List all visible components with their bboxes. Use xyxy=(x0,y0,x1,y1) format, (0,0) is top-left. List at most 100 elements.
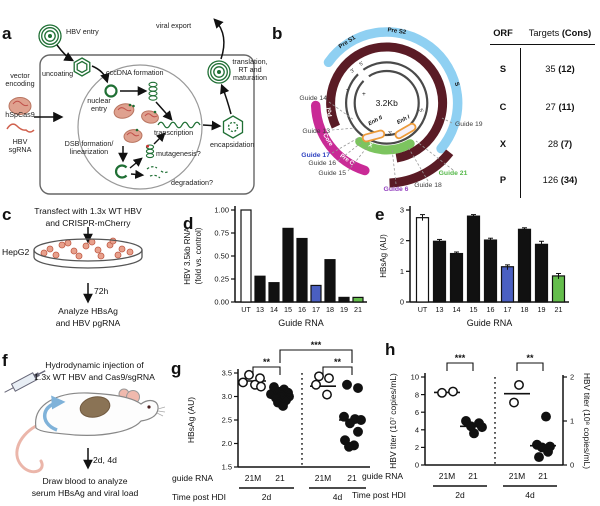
time-group-label: 2d xyxy=(455,490,465,500)
degraded-dna-icon xyxy=(146,166,170,179)
cas9-detail xyxy=(12,100,29,107)
group-guide-label: 21M xyxy=(509,471,526,481)
y-axis-title: (fold vs. control) xyxy=(194,227,203,284)
significance-stars: ** xyxy=(263,357,271,367)
five-prime-label: 5' xyxy=(417,108,424,115)
transcript-squiggle-icon xyxy=(157,121,201,129)
bar-21 xyxy=(352,296,364,303)
guide-leader-line xyxy=(337,141,363,162)
table-row-value: 28 (7) xyxy=(547,139,573,149)
significance-bracket xyxy=(252,366,281,375)
table-row-value: 27 (11) xyxy=(545,102,575,112)
timepoints-label: 2d, 4d xyxy=(93,455,117,465)
group-guide-label: 21M xyxy=(439,471,456,481)
hdi-label-2: 1.3x WT HBV and Cas9/sgRNA xyxy=(34,372,155,382)
y-tick-label: 0.00 xyxy=(214,298,229,307)
data-point-filled xyxy=(344,441,354,452)
y-tick-label: 6 xyxy=(415,408,419,417)
bar-16 xyxy=(483,239,498,303)
guide-label: Guide 21 xyxy=(439,170,468,177)
vector-label-1: vector xyxy=(10,71,30,80)
analyze-label-2: and HBV pgRNA xyxy=(55,318,121,328)
significance-stars: *** xyxy=(455,353,466,363)
significance-bracket xyxy=(446,362,474,371)
y-tick-label: 3.5 xyxy=(222,369,232,378)
data-point-open xyxy=(322,389,332,400)
right-y-tick-label: 0 xyxy=(570,461,574,470)
segment-s: S xyxy=(453,82,460,87)
data-point-open xyxy=(256,381,266,392)
panel-letter-h: h xyxy=(385,340,396,359)
y-axis-title: HBsAg (AU) xyxy=(186,397,196,443)
enhancer-1-icon-box xyxy=(394,122,417,140)
group-guide-label: 21 xyxy=(468,471,478,481)
data-point-filled xyxy=(534,452,544,463)
translation-label-1: translation, xyxy=(232,57,268,66)
x-category-label: 15 xyxy=(470,305,478,314)
dish-wall xyxy=(33,250,143,269)
guide-leader-line xyxy=(331,127,356,131)
panel-a-illustration xyxy=(6,18,255,195)
enhancer-2-icon-box xyxy=(361,129,386,143)
segment-pol: Pol xyxy=(327,107,334,117)
linearized-dna-icon xyxy=(115,164,128,179)
uncoating-label: uncoating xyxy=(42,69,74,78)
bar-15 xyxy=(466,215,481,303)
y-tick-label: 2.5 xyxy=(222,416,232,425)
guide-label: Guide 17 xyxy=(301,152,330,159)
guide-leader-line xyxy=(407,146,429,182)
panel-letter-f: f xyxy=(2,351,8,370)
minus-strand-label: - xyxy=(346,86,348,93)
syringe-icon xyxy=(4,370,46,393)
dna-strand-inner xyxy=(353,69,420,137)
table-row-value: 35 (12) xyxy=(545,64,575,74)
strand-gap xyxy=(353,63,374,87)
group-guide-label: 21M xyxy=(245,473,262,483)
transcription-arrow xyxy=(155,101,173,121)
mouse-liver xyxy=(79,396,111,418)
significance-bracket xyxy=(516,362,544,371)
guide-label: Guide 18 xyxy=(414,182,442,189)
three-prime-label: 3' xyxy=(349,68,356,75)
x-category-label: 17 xyxy=(504,305,512,314)
data-point-filled xyxy=(543,446,553,457)
mouse-eye xyxy=(147,405,151,409)
three-prime-label: 3' xyxy=(388,131,392,137)
data-point-filled xyxy=(353,426,363,437)
data-point-filled xyxy=(353,383,363,393)
significance-bracket xyxy=(279,349,353,363)
y-tick-label: 0 xyxy=(415,461,419,470)
data-point-open xyxy=(514,379,524,390)
vector-label-2: encoding xyxy=(5,79,35,88)
minichromosome-icon xyxy=(148,81,158,101)
y-tick-label: 2 xyxy=(415,443,419,452)
mutant-transcription-arrow xyxy=(153,132,166,145)
hepg2-cells xyxy=(40,237,134,260)
analyze-label-1: Analyze HBsAg xyxy=(58,306,118,316)
guide-label: Guide 15 xyxy=(318,170,346,177)
orf-arc-core xyxy=(310,100,370,176)
bar-14 xyxy=(449,252,464,303)
y-tick-label: 3 xyxy=(400,206,404,215)
significance-stars: ** xyxy=(526,353,534,363)
orf-arc-surface xyxy=(323,27,463,154)
data-point-open xyxy=(244,369,254,380)
data-point-filled xyxy=(342,379,352,390)
y-tick-label: 0.25 xyxy=(214,275,229,284)
data-point-open xyxy=(448,386,458,397)
y-tick-label: 1.00 xyxy=(214,206,229,215)
guide-label: Guide 16 xyxy=(308,160,336,167)
viral-export-arrow xyxy=(213,18,225,60)
x-category-label: 14 xyxy=(453,305,461,314)
significance-stars: *** xyxy=(311,340,322,350)
hbv-entry-label: HBV entry xyxy=(66,27,99,36)
hepg2-label: HepG2 xyxy=(2,247,30,257)
x-category-label: 13 xyxy=(256,305,264,314)
mutation-dot xyxy=(146,144,150,148)
table-header-rule xyxy=(490,44,595,45)
enhancer-2-icon xyxy=(361,129,386,143)
time-group-label: 4d xyxy=(525,490,535,500)
bar-chart-e: 0 1 2 3 UT 13 14 15 16 17 18 19 21 Guide RNA HBsAg (AU… xyxy=(379,206,569,328)
y-tick-label: 3.0 xyxy=(222,392,232,401)
